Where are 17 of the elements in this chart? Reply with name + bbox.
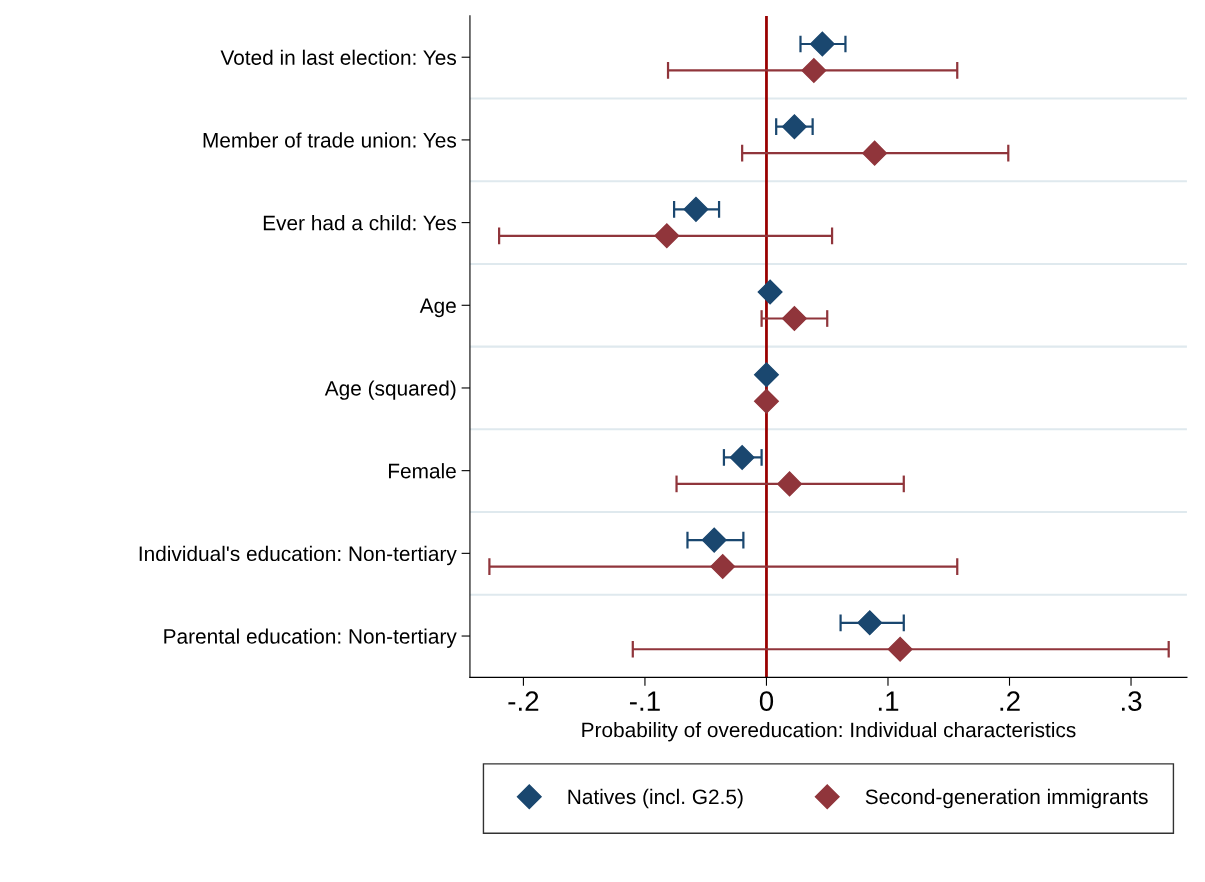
x-tick-label: 0 — [759, 691, 774, 711]
y-tick-label: Female — [389, 463, 456, 479]
x-tick-label: -.1 — [629, 691, 660, 711]
x-tick-label: .1 — [878, 691, 899, 711]
x-tick-label: .3 — [1121, 691, 1142, 711]
y-tick-label: Individual's education: Non-tertiary — [139, 545, 457, 566]
legend-label: Natives (incl. G2.5) — [568, 788, 743, 809]
x-tick-label: -.2 — [508, 691, 539, 711]
x-axis-title: Probability of overeducation: Individual characteristics — [582, 722, 1076, 742]
y-tick-label: Ever had a child: Yes — [263, 215, 457, 231]
y-tick-label: Voted in last election: Yes — [220, 49, 457, 65]
y-tick-label: Parental education: Non-tertiary — [164, 628, 457, 648]
y-tick-label: Member of trade union: Yes — [203, 132, 457, 148]
x-tick-label: .2 — [1000, 691, 1020, 711]
y-tick-label: Age (squared) — [324, 380, 456, 400]
legend-label: Second-generation immigrants — [865, 788, 1148, 809]
y-tick-label: Age — [419, 298, 456, 318]
